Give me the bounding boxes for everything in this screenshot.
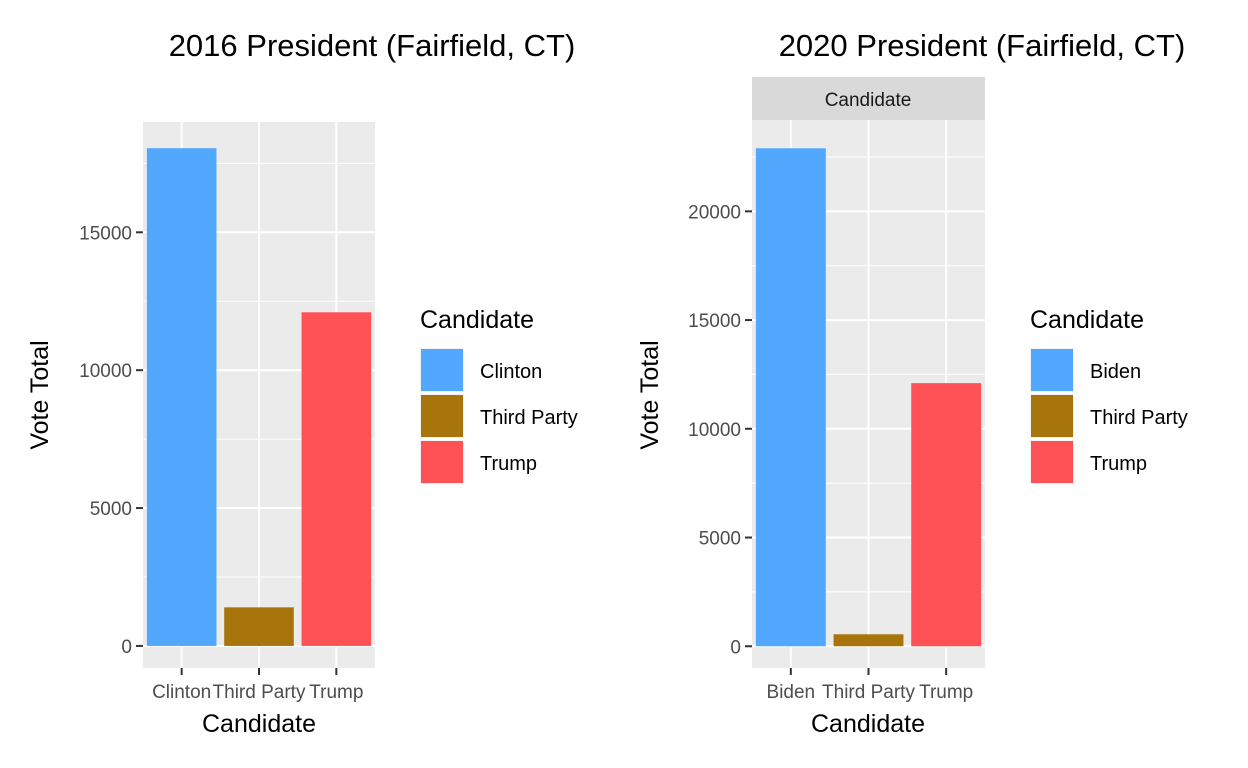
y-tick-label: 5000: [699, 529, 741, 550]
legend-swatch: [421, 395, 463, 437]
legend-label: Clinton: [480, 361, 542, 383]
facet-strip-label-2020: Candidate: [825, 90, 912, 111]
legend-label: Biden: [1090, 361, 1141, 383]
y-tick-label: 5000: [90, 499, 132, 520]
chart-2016: 2016 President (Fairfield, CT) 0 5000 1000…: [26, 28, 578, 738]
chart-title-2016: 2016 President (Fairfield, CT): [169, 28, 576, 63]
legend-swatch: [1031, 441, 1073, 483]
y-tick-label: 10000: [79, 361, 132, 382]
x-axis-title-2020: Candidate: [811, 710, 925, 738]
y-axis-title-2016: Vote Total: [26, 340, 54, 449]
y-axis-2020: 0 5000 10000 15000 20000: [688, 202, 752, 658]
y-tick-label: 0: [730, 637, 741, 658]
x-tick-label: Biden: [767, 682, 816, 703]
y-tick-label: 15000: [688, 311, 741, 332]
chart-2020: 2020 President (Fairfield, CT) Candidate…: [636, 28, 1188, 738]
legend-swatch: [421, 349, 463, 391]
legend-title-2016: Candidate: [420, 306, 534, 334]
bar-biden: [755, 148, 826, 647]
legend-swatch: [1031, 349, 1073, 391]
y-tick-label: 15000: [79, 223, 132, 244]
legend-label: Third Party: [1090, 407, 1188, 429]
legend-label: Third Party: [480, 407, 578, 429]
x-tick-label: Trump: [919, 682, 973, 703]
x-tick-label: Trump: [309, 682, 363, 703]
y-tick-label: 10000: [688, 420, 741, 441]
legend-swatch: [421, 441, 463, 483]
y-axis-2016: 0 5000 10000 15000: [79, 223, 143, 658]
bar-third-party: [224, 607, 294, 646]
bar-trump: [301, 312, 372, 646]
bars-2016: [146, 148, 372, 646]
legend-label: Trump: [1090, 453, 1147, 475]
legend-2016: Candidate Clinton Third Party Trump: [420, 306, 578, 484]
chart-title-2020: 2020 President (Fairfield, CT): [779, 28, 1186, 63]
x-tick-label: Third Party: [822, 682, 915, 703]
bar-clinton: [146, 148, 217, 646]
legend-title-2020: Candidate: [1030, 306, 1144, 334]
x-axis-2016: Clinton Third Party Trump: [152, 668, 363, 703]
bar-trump: [911, 383, 982, 647]
x-tick-label: Third Party: [213, 682, 306, 703]
bar-third-party: [833, 634, 904, 647]
y-tick-label: 0: [121, 637, 132, 658]
legend-label: Trump: [480, 453, 537, 475]
legend-2020: Candidate Biden Third Party Trump: [1030, 306, 1188, 484]
bars-2020: [755, 148, 982, 647]
y-tick-label: 20000: [688, 202, 741, 223]
legend-swatch: [1031, 395, 1073, 437]
x-axis-2020: Biden Third Party Trump: [767, 668, 973, 703]
x-axis-title-2016: Candidate: [202, 710, 316, 738]
x-tick-label: Clinton: [152, 682, 211, 703]
facet-strip-2020: [752, 77, 985, 120]
y-axis-title-2020: Vote Total: [636, 340, 664, 449]
